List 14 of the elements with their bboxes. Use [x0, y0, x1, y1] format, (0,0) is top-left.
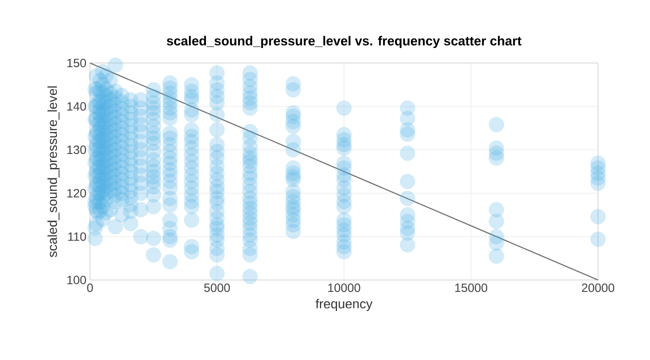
x-tick-label: 20000 — [582, 284, 614, 292]
chart-title: scaled_sound_pressure_level vs. frequency scatter chart — [166, 36, 522, 48]
y-tick-label: 110 — [68, 232, 86, 241]
x-axis-title: frequency — [316, 298, 373, 311]
y-tick-label: 140 — [67, 102, 86, 111]
y-tick-label: 100 — [67, 276, 86, 284]
x-tick-label: 0 — [87, 284, 93, 292]
x-tick-label: 10000 — [328, 284, 360, 292]
x-tick-label: 15000 — [455, 284, 488, 292]
y-tick-label: 120 — [67, 188, 86, 198]
y-tick-label: 130 — [67, 146, 86, 154]
x-tick-label: 5000 — [204, 284, 230, 292]
y-tick-label: 150 — [67, 58, 86, 68]
y-axis-title: scaled_sound_pressure_level — [47, 86, 60, 258]
